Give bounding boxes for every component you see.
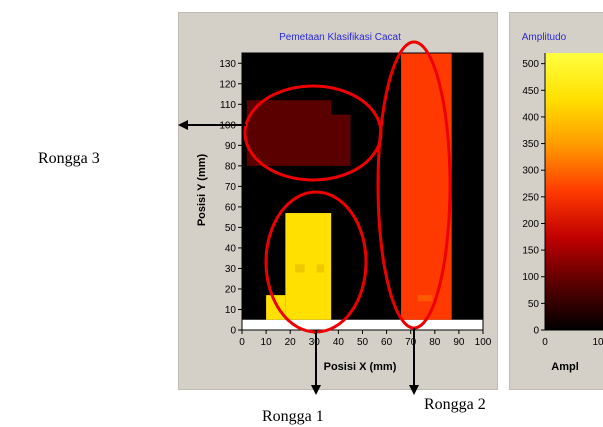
x-tick-label: 30 [309,337,321,348]
amplitude-title: Amplitudo [522,32,567,43]
x-tick-label: 0 [239,337,245,348]
y-tick-label: 30 [225,264,237,275]
y-tick-label: 20 [225,284,237,295]
colorbar-tick-label: 0 [533,326,539,337]
colorbar-tick-label: 50 [528,299,540,310]
colorbar-tick-label: 400 [522,112,539,123]
callout-rongga-2: Rongga 2 [424,396,486,413]
x-tick-label: 20 [285,337,297,348]
callout-rongga-1: Rongga 1 [262,408,324,425]
colorbar-tick-label: 150 [522,246,539,257]
colorbar-tick-label: 450 [522,86,539,97]
colorbar-x-tick-label: 0 [542,337,548,348]
heatmap-cell [295,264,305,273]
y-tick-label: 10 [225,305,237,316]
heatmap-region-2 [331,114,351,166]
y-tick-label: 50 [225,223,237,234]
x-tick-label: 60 [381,337,393,348]
x-tick-label: 40 [333,337,345,348]
y-tick-label: 110 [220,100,236,111]
heatmap-cell [417,295,433,302]
colorbar-tick-label: 500 [522,59,539,70]
heatmap-region-4 [285,213,332,320]
y-tick-label: 80 [225,161,237,172]
y-tick-label: 70 [225,182,237,193]
x-tick-label: 100 [475,337,492,348]
x-tick-label: 80 [429,337,441,348]
colorbar-x-tick-label: 10 [592,337,603,348]
y-tick-label: 40 [225,243,237,254]
x-tick-label: 50 [357,337,369,348]
map-title: Pemetaan Klasifikasi Cacat [279,32,401,43]
x-tick-label: 90 [453,337,465,348]
x-tick-label: 70 [405,337,417,348]
y-tick-label: 90 [225,141,237,152]
colorbar-fill [545,53,603,330]
y-tick-label: 120 [219,79,236,90]
heatmap-region-1 [246,100,332,166]
colorbar-tick-label: 100 [522,272,539,283]
y-tick-label: 60 [225,202,237,213]
colorbar-tick-label: 200 [522,219,539,230]
colorbar-tick-label: 250 [522,192,539,203]
x-tick-label: 10 [261,337,273,348]
y-tick-label: 130 [219,59,236,70]
callout-rongga-3: Rongga 3 [38,150,100,167]
y-tick-label: 0 [230,326,236,337]
amplitude-x-label: Ampl [551,361,579,373]
heatmap-cell [316,264,324,273]
colorbar-tick-label: 300 [522,166,539,177]
colorbar-tick-label: 350 [522,139,539,150]
x-axis-label: Posisi X (mm) [324,361,397,373]
y-axis-label: Posisi Y (mm) [196,153,208,226]
heatmap-region-5 [401,53,452,320]
